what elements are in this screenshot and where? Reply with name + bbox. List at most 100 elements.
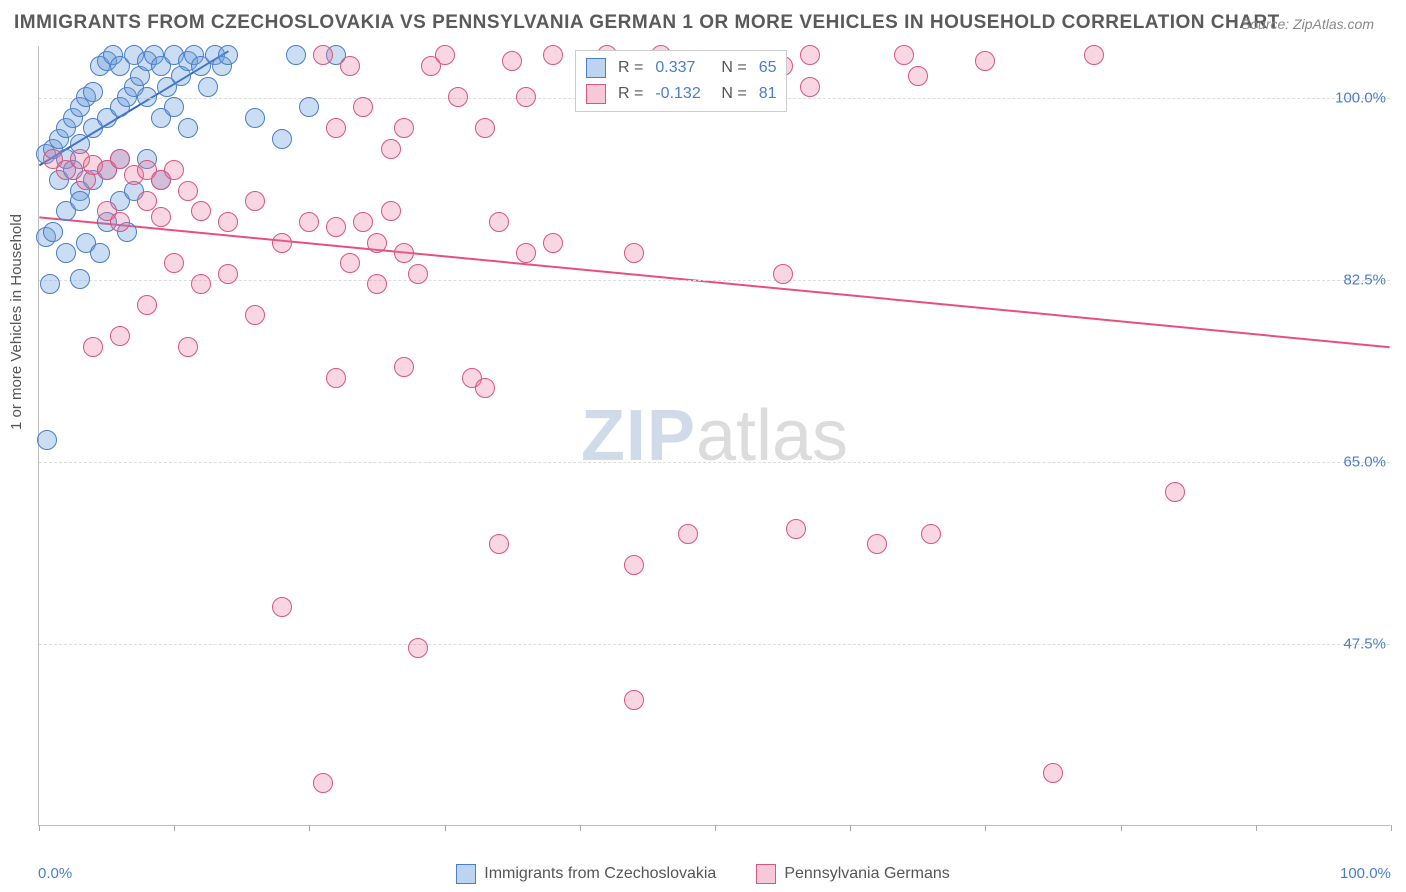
point-pagerman xyxy=(394,357,414,377)
point-pagerman xyxy=(516,87,536,107)
point-pagerman xyxy=(218,212,238,232)
point-pagerman xyxy=(975,51,995,71)
point-czech xyxy=(83,82,103,102)
legend-label: Pennsylvania Germans xyxy=(784,865,949,883)
point-czech xyxy=(299,97,319,117)
legend-swatch xyxy=(756,864,776,884)
point-pagerman xyxy=(110,212,130,232)
point-pagerman xyxy=(408,638,428,658)
r-label: R = xyxy=(618,85,643,103)
point-czech xyxy=(43,222,63,242)
point-czech xyxy=(272,129,292,149)
point-czech xyxy=(286,45,306,65)
point-pagerman xyxy=(326,368,346,388)
point-pagerman xyxy=(921,524,941,544)
point-pagerman xyxy=(272,597,292,617)
point-pagerman xyxy=(313,45,333,65)
x-tick xyxy=(580,825,581,831)
gridline xyxy=(39,280,1390,281)
point-pagerman xyxy=(367,274,387,294)
point-pagerman xyxy=(137,295,157,315)
r-value: 0.337 xyxy=(655,59,709,77)
y-tick-label: 65.0% xyxy=(1343,454,1386,471)
point-pagerman xyxy=(381,139,401,159)
x-tick xyxy=(445,825,446,831)
trend-line xyxy=(39,217,1389,347)
point-czech xyxy=(37,430,57,450)
point-pagerman xyxy=(245,305,265,325)
point-pagerman xyxy=(489,534,509,554)
point-czech xyxy=(164,97,184,117)
point-pagerman xyxy=(394,243,414,263)
source-label: Source: ZipAtlas.com xyxy=(1241,16,1374,32)
legend-swatch xyxy=(456,864,476,884)
x-tick xyxy=(39,825,40,831)
point-pagerman xyxy=(1084,45,1104,65)
point-czech xyxy=(178,118,198,138)
point-pagerman xyxy=(543,45,563,65)
point-pagerman xyxy=(381,201,401,221)
point-pagerman xyxy=(353,212,373,232)
legend-item: Pennsylvania Germans xyxy=(756,864,949,884)
x-tick xyxy=(1256,825,1257,831)
gridline xyxy=(39,644,1390,645)
legend-swatch xyxy=(586,58,606,78)
point-pagerman xyxy=(435,45,455,65)
point-pagerman xyxy=(110,326,130,346)
point-pagerman xyxy=(624,243,644,263)
x-tick-label: 0.0% xyxy=(38,865,72,882)
point-pagerman xyxy=(245,191,265,211)
x-tick xyxy=(850,825,851,831)
point-czech xyxy=(245,108,265,128)
point-pagerman xyxy=(624,555,644,575)
x-tick xyxy=(1391,825,1392,831)
point-czech xyxy=(40,274,60,294)
legend-swatch xyxy=(586,84,606,104)
point-pagerman xyxy=(1165,482,1185,502)
legend-item: Immigrants from Czechoslovakia xyxy=(456,864,716,884)
point-pagerman xyxy=(489,212,509,232)
point-pagerman xyxy=(678,524,698,544)
point-pagerman xyxy=(516,243,536,263)
point-pagerman xyxy=(394,118,414,138)
point-czech xyxy=(56,243,76,263)
point-czech xyxy=(70,191,90,211)
point-pagerman xyxy=(624,690,644,710)
y-tick-label: 47.5% xyxy=(1343,636,1386,653)
point-pagerman xyxy=(83,337,103,357)
n-label: N = xyxy=(721,59,746,77)
point-pagerman xyxy=(475,378,495,398)
plot-area: ZIPatlas xyxy=(38,46,1390,826)
point-pagerman xyxy=(164,160,184,180)
point-pagerman xyxy=(867,534,887,554)
n-label: N = xyxy=(721,85,746,103)
n-value: 81 xyxy=(759,85,777,103)
correlation-legend: R =0.337N =65R =-0.132N =81 xyxy=(575,50,787,112)
x-tick xyxy=(985,825,986,831)
x-tick xyxy=(309,825,310,831)
watermark-zip: ZIP xyxy=(581,396,696,476)
point-pagerman xyxy=(164,253,184,273)
watermark: ZIPatlas xyxy=(581,395,848,477)
point-czech xyxy=(90,243,110,263)
point-pagerman xyxy=(800,77,820,97)
y-tick-label: 82.5% xyxy=(1343,272,1386,289)
point-pagerman xyxy=(1043,763,1063,783)
r-value: -0.132 xyxy=(655,85,709,103)
point-pagerman xyxy=(326,217,346,237)
point-pagerman xyxy=(151,207,171,227)
point-pagerman xyxy=(178,337,198,357)
point-pagerman xyxy=(313,773,333,793)
point-pagerman xyxy=(367,233,387,253)
point-pagerman xyxy=(543,233,563,253)
point-pagerman xyxy=(448,87,468,107)
chart-title: IMMIGRANTS FROM CZECHOSLOVAKIA VS PENNSY… xyxy=(14,12,1280,34)
watermark-atlas: atlas xyxy=(696,396,848,476)
point-pagerman xyxy=(178,181,198,201)
point-czech xyxy=(137,87,157,107)
point-pagerman xyxy=(326,118,346,138)
legend-row: R = -0.132 N = 81 xyxy=(586,81,776,107)
point-czech xyxy=(198,77,218,97)
x-tick xyxy=(1121,825,1122,831)
point-pagerman xyxy=(502,51,522,71)
